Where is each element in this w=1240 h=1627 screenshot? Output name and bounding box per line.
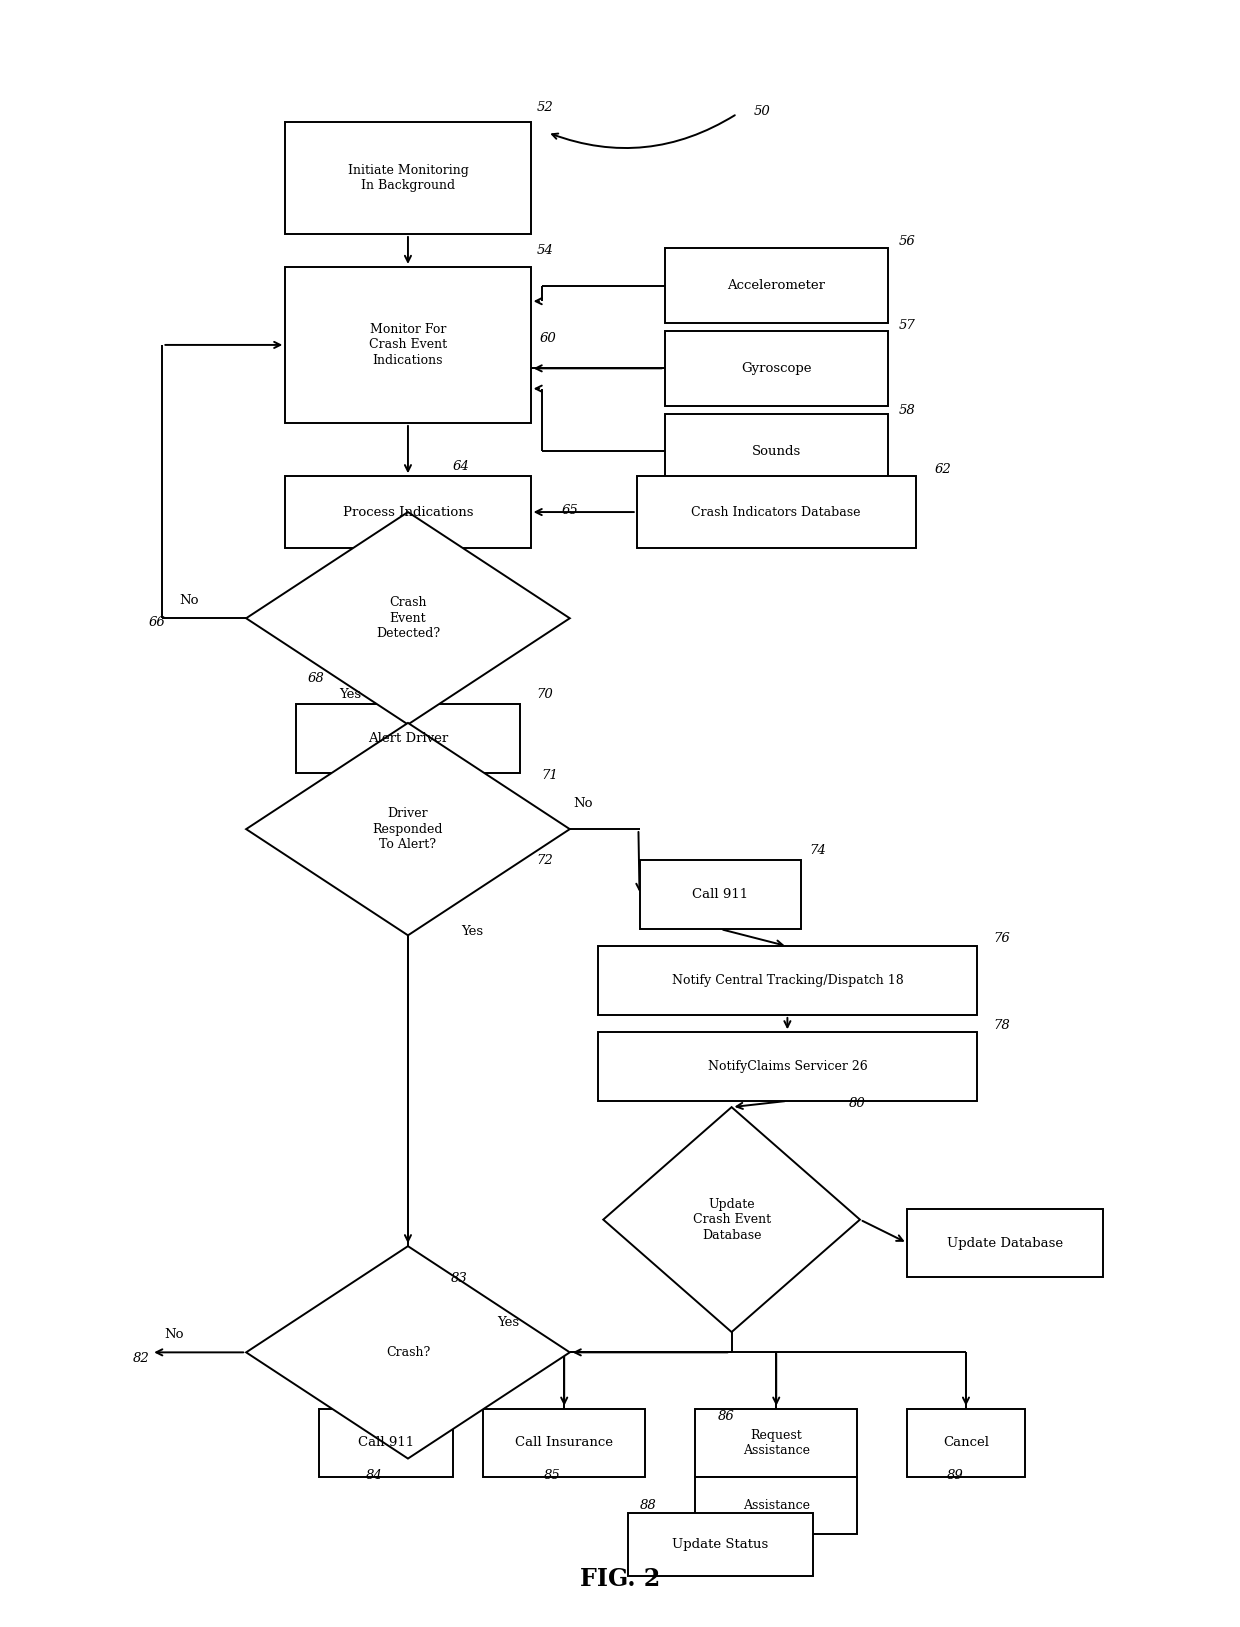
Text: Notify Central Tracking/Dispatch 18: Notify Central Tracking/Dispatch 18 xyxy=(672,975,903,988)
Polygon shape xyxy=(246,513,569,724)
Text: Call 911: Call 911 xyxy=(692,888,749,901)
Bar xyxy=(665,413,888,488)
Text: 72: 72 xyxy=(536,854,553,867)
Bar xyxy=(598,1032,977,1101)
Text: 70: 70 xyxy=(536,688,553,701)
Text: 84: 84 xyxy=(366,1469,382,1482)
Text: 58: 58 xyxy=(899,403,916,417)
Bar xyxy=(285,267,531,423)
Text: Driver
Responded
To Alert?: Driver Responded To Alert? xyxy=(373,807,443,851)
Text: 86: 86 xyxy=(718,1409,735,1422)
Text: 82: 82 xyxy=(133,1352,149,1365)
Text: 89: 89 xyxy=(947,1469,963,1482)
Text: 78: 78 xyxy=(994,1019,1011,1032)
Text: Request
Assistance: Request Assistance xyxy=(743,1429,810,1458)
Text: Update
Crash Event
Database: Update Crash Event Database xyxy=(692,1197,771,1241)
Bar xyxy=(598,947,977,1015)
Text: 64: 64 xyxy=(453,460,470,473)
Bar xyxy=(665,247,888,324)
Text: Yes: Yes xyxy=(339,688,361,701)
Text: Assistance: Assistance xyxy=(743,1498,810,1511)
Text: 71: 71 xyxy=(542,770,559,783)
Text: Call 911: Call 911 xyxy=(357,1437,414,1450)
Text: 56: 56 xyxy=(899,234,916,247)
Polygon shape xyxy=(246,1246,569,1458)
Text: 85: 85 xyxy=(544,1469,560,1482)
Text: 50: 50 xyxy=(754,106,771,119)
Text: 65: 65 xyxy=(562,504,579,517)
Bar xyxy=(908,1209,1102,1277)
Text: No: No xyxy=(573,797,593,810)
Text: Crash
Event
Detected?: Crash Event Detected? xyxy=(376,595,440,641)
Text: 52: 52 xyxy=(536,101,553,114)
Text: 80: 80 xyxy=(848,1097,866,1110)
Text: 60: 60 xyxy=(539,332,557,345)
Text: No: No xyxy=(165,1328,185,1341)
Text: 57: 57 xyxy=(899,319,916,332)
Text: Yes: Yes xyxy=(497,1316,520,1329)
Text: 62: 62 xyxy=(935,464,951,477)
Text: FIG. 2: FIG. 2 xyxy=(580,1567,660,1591)
Bar xyxy=(640,861,801,929)
Bar xyxy=(484,1409,645,1477)
Text: 88: 88 xyxy=(640,1498,657,1511)
Text: Yes: Yes xyxy=(461,926,484,939)
Bar xyxy=(285,122,531,234)
Bar xyxy=(696,1477,857,1534)
Bar xyxy=(285,477,531,548)
Text: 66: 66 xyxy=(149,617,166,630)
Text: Alert Driver: Alert Driver xyxy=(368,732,448,745)
Text: 68: 68 xyxy=(308,672,325,685)
Text: Gyroscope: Gyroscope xyxy=(742,361,811,374)
Text: Update Status: Update Status xyxy=(672,1538,769,1551)
Text: Sounds: Sounds xyxy=(751,444,801,457)
Text: 74: 74 xyxy=(810,844,827,857)
Text: Update Database: Update Database xyxy=(947,1237,1063,1250)
Text: Process Indications: Process Indications xyxy=(342,506,474,519)
Text: Initiate Monitoring
In Background: Initiate Monitoring In Background xyxy=(347,164,469,192)
Text: 54: 54 xyxy=(536,244,553,257)
Text: Call Insurance: Call Insurance xyxy=(515,1437,614,1450)
Bar xyxy=(908,1409,1024,1477)
Text: Accelerometer: Accelerometer xyxy=(727,280,826,293)
Bar xyxy=(319,1409,453,1477)
Bar xyxy=(629,1513,812,1575)
Bar xyxy=(296,704,520,773)
Text: 83: 83 xyxy=(450,1272,467,1285)
Polygon shape xyxy=(246,722,569,936)
Text: Cancel: Cancel xyxy=(942,1437,990,1450)
Text: No: No xyxy=(180,594,198,607)
Text: Monitor For
Crash Event
Indications: Monitor For Crash Event Indications xyxy=(368,322,448,368)
Text: 76: 76 xyxy=(994,932,1011,945)
Polygon shape xyxy=(603,1106,861,1333)
Bar xyxy=(637,477,915,548)
Bar xyxy=(665,330,888,405)
Bar xyxy=(696,1409,857,1477)
Text: Crash?: Crash? xyxy=(386,1346,430,1359)
Text: NotifyClaims Servicer 26: NotifyClaims Servicer 26 xyxy=(708,1061,867,1074)
Text: Crash Indicators Database: Crash Indicators Database xyxy=(692,506,861,519)
